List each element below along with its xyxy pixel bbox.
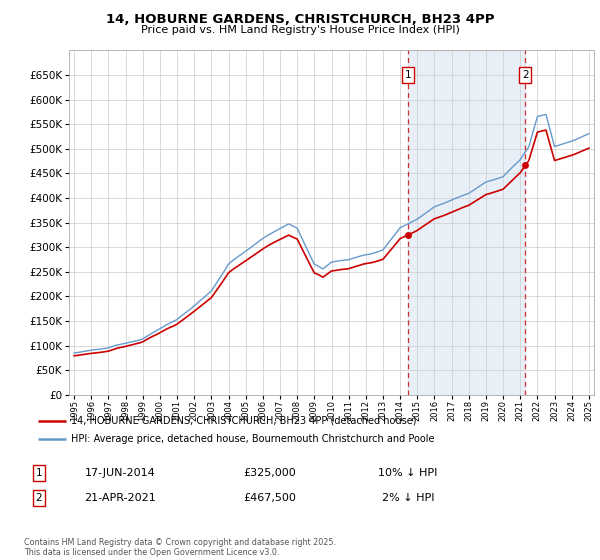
Text: 2: 2 — [35, 493, 43, 503]
Text: HPI: Average price, detached house, Bournemouth Christchurch and Poole: HPI: Average price, detached house, Bour… — [71, 434, 435, 444]
Text: 2: 2 — [522, 70, 529, 80]
Text: 2% ↓ HPI: 2% ↓ HPI — [382, 493, 434, 503]
Text: 14, HOBURNE GARDENS, CHRISTCHURCH, BH23 4PP (detached house): 14, HOBURNE GARDENS, CHRISTCHURCH, BH23 … — [71, 416, 417, 426]
Text: £467,500: £467,500 — [244, 493, 296, 503]
Text: 1: 1 — [35, 468, 43, 478]
Text: £325,000: £325,000 — [244, 468, 296, 478]
Text: 21-APR-2021: 21-APR-2021 — [84, 493, 156, 503]
Text: Price paid vs. HM Land Registry's House Price Index (HPI): Price paid vs. HM Land Registry's House … — [140, 25, 460, 35]
Text: Contains HM Land Registry data © Crown copyright and database right 2025.
This d: Contains HM Land Registry data © Crown c… — [24, 538, 336, 557]
Text: 1: 1 — [405, 70, 412, 80]
Text: 14, HOBURNE GARDENS, CHRISTCHURCH, BH23 4PP: 14, HOBURNE GARDENS, CHRISTCHURCH, BH23 … — [106, 13, 494, 26]
Text: 10% ↓ HPI: 10% ↓ HPI — [379, 468, 437, 478]
Text: 17-JUN-2014: 17-JUN-2014 — [85, 468, 155, 478]
Bar — [408, 50, 526, 395]
